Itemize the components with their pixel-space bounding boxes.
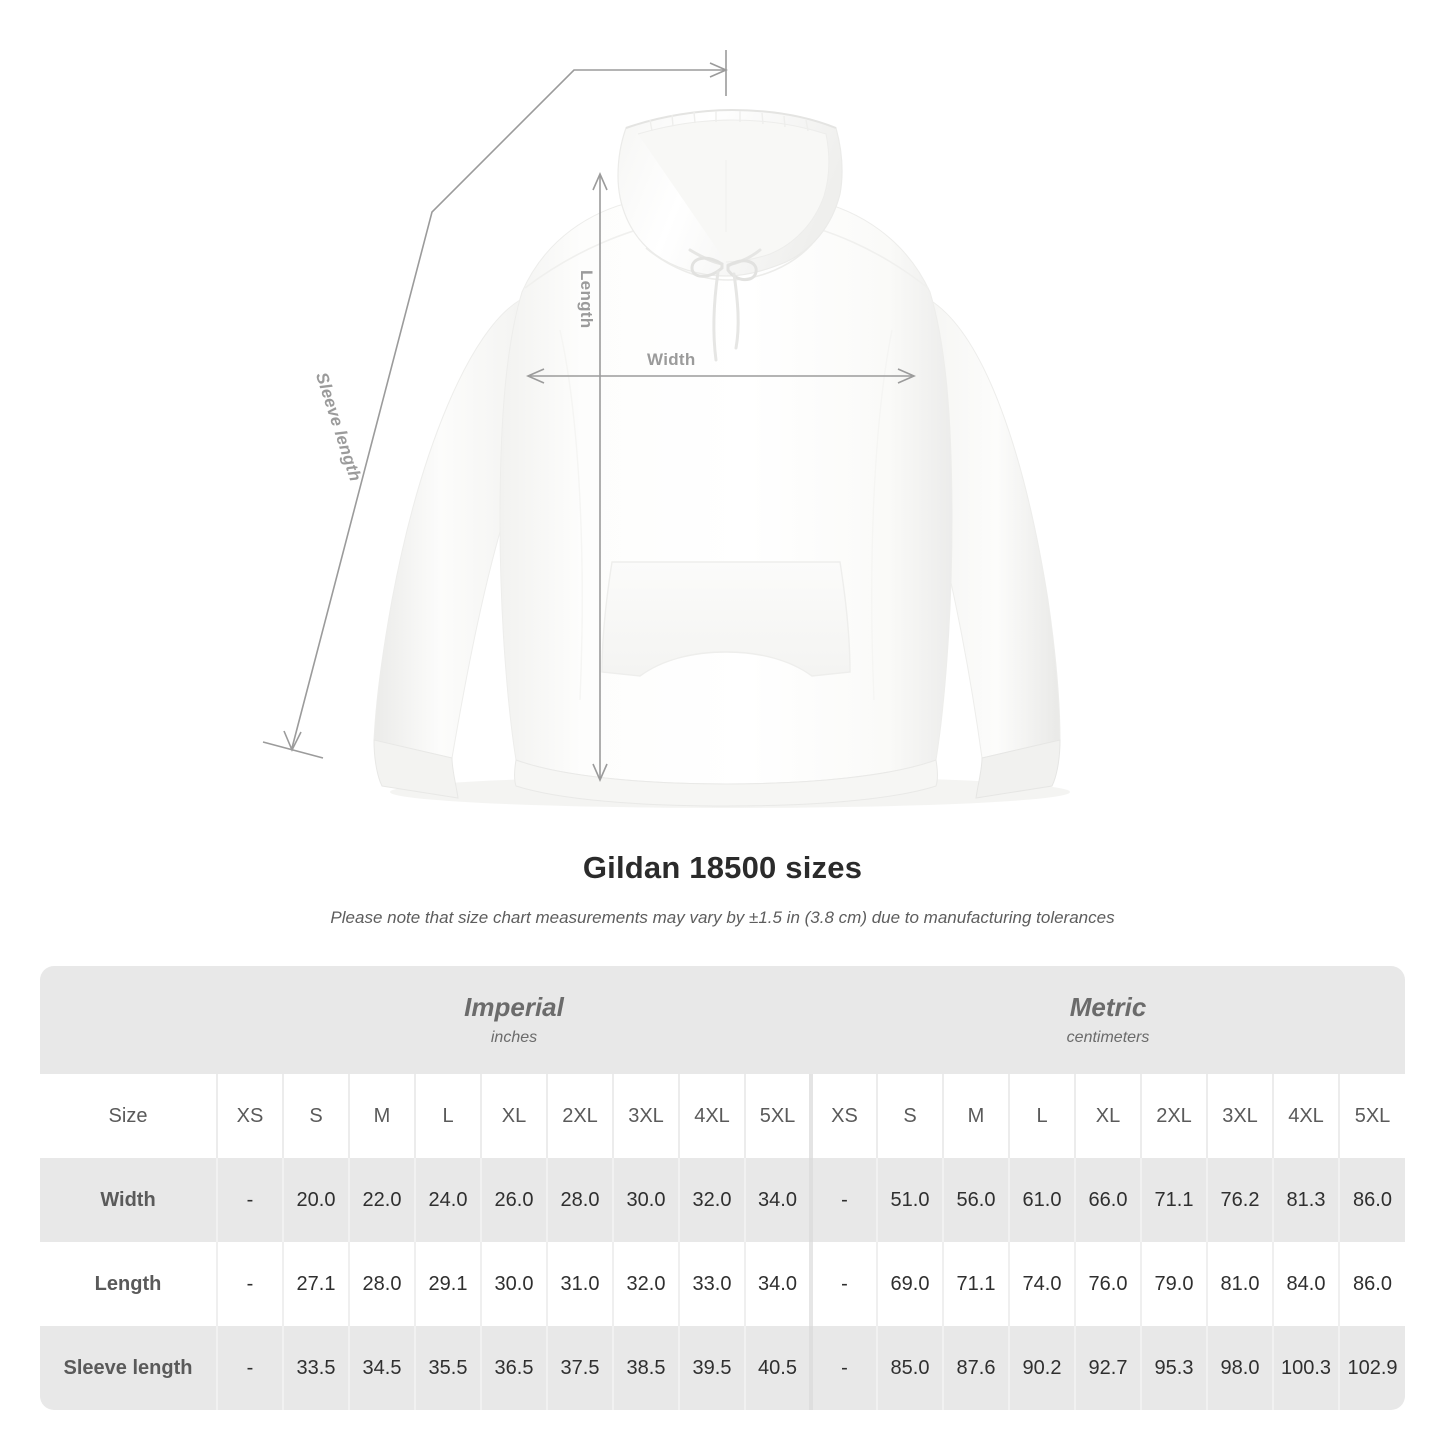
- cell-width-metric-m: 56.0: [942, 1158, 1010, 1242]
- cell-sleeve-imperial-l: 35.5: [414, 1326, 481, 1410]
- cell-length-imperial-5xl: 34.0: [743, 1242, 812, 1326]
- cell-width-metric-s: 51.0: [876, 1158, 944, 1242]
- cell-width-imperial-m: 22.0: [348, 1158, 415, 1242]
- garment-diagram: Length Width Sleeve length: [262, 50, 1070, 808]
- cell-sleeve-imperial-s: 33.5: [282, 1326, 349, 1410]
- length-label: Length: [577, 270, 596, 329]
- cell-sleeve-imperial-xl: 36.5: [480, 1326, 547, 1410]
- cell-length-imperial-s: 27.1: [282, 1242, 349, 1326]
- size-header-imperial-4xl: 4XL: [678, 1074, 745, 1158]
- row-label-width: Width: [40, 1158, 217, 1242]
- sleeve-line: [291, 69, 724, 749]
- cell-sleeve-metric-2xl: 95.3: [1140, 1326, 1208, 1410]
- size-header-metric-s: S: [876, 1074, 944, 1158]
- cell-length-imperial-2xl: 31.0: [546, 1242, 613, 1326]
- cell-width-metric-5xl: 86.0: [1338, 1158, 1406, 1242]
- size-header-imperial-3xl: 3XL: [612, 1074, 679, 1158]
- size-header-row: Size XS S M L XL 2XL 3XL 4XL 5XL XS S M …: [40, 1074, 1406, 1158]
- size-header-metric-5xl: 5XL: [1338, 1074, 1406, 1158]
- size-header-imperial-2xl: 2XL: [546, 1074, 613, 1158]
- size-header-metric-xl: XL: [1074, 1074, 1142, 1158]
- size-header-imperial-s: S: [282, 1074, 349, 1158]
- cell-width-metric-xs: -: [809, 1158, 878, 1242]
- row-label-sleeve-length: Sleeve length: [40, 1326, 217, 1410]
- cell-width-imperial-5xl: 34.0: [743, 1158, 812, 1242]
- cell-sleeve-metric-s: 85.0: [876, 1326, 944, 1410]
- width-label: Width: [647, 350, 696, 369]
- cell-sleeve-imperial-m: 34.5: [348, 1326, 415, 1410]
- cell-width-imperial-s: 20.0: [282, 1158, 349, 1242]
- group-name-metric: Metric: [1069, 991, 1147, 1022]
- size-header-label: Size: [40, 1074, 217, 1158]
- table-row-width: Width - 20.0 22.0 24.0 26.0 28.0 30.0 32…: [40, 1158, 1406, 1242]
- cell-length-metric-2xl: 79.0: [1140, 1242, 1208, 1326]
- row-label-length: Length: [40, 1242, 217, 1326]
- size-chart-table: Imperial inches Metric centimeters Size …: [40, 966, 1406, 1410]
- size-header-metric-xs: XS: [809, 1074, 878, 1158]
- cell-width-metric-xl: 66.0: [1074, 1158, 1142, 1242]
- size-header-metric-m: M: [942, 1074, 1010, 1158]
- group-header-metric: Metric centimeters: [811, 966, 1406, 1074]
- cell-length-imperial-xl: 30.0: [480, 1242, 547, 1326]
- size-header-metric-4xl: 4XL: [1272, 1074, 1340, 1158]
- cell-length-metric-l: 74.0: [1008, 1242, 1076, 1326]
- group-name-imperial: Imperial: [464, 991, 564, 1022]
- size-table-wrapper: Imperial inches Metric centimeters Size …: [40, 966, 1406, 1410]
- size-header-imperial-l: L: [414, 1074, 481, 1158]
- cell-sleeve-imperial-2xl: 37.5: [546, 1326, 613, 1410]
- group-unit-imperial: inches: [490, 1029, 538, 1047]
- size-header-metric-2xl: 2XL: [1140, 1074, 1208, 1158]
- size-header-imperial-m: M: [348, 1074, 415, 1158]
- cell-width-metric-l: 61.0: [1008, 1158, 1076, 1242]
- cell-width-imperial-2xl: 28.0: [546, 1158, 613, 1242]
- cell-sleeve-imperial-5xl: 40.5: [743, 1326, 812, 1410]
- cell-sleeve-metric-xs: -: [809, 1326, 878, 1410]
- cell-sleeve-imperial-3xl: 38.5: [612, 1326, 679, 1410]
- title-block: Gildan 18500 sizes Please note that size…: [0, 840, 1445, 928]
- cell-length-imperial-l: 29.1: [414, 1242, 481, 1326]
- cell-sleeve-metric-3xl: 98.0: [1206, 1326, 1274, 1410]
- cell-length-metric-4xl: 84.0: [1272, 1242, 1340, 1326]
- cell-width-metric-2xl: 71.1: [1140, 1158, 1208, 1242]
- cell-width-imperial-3xl: 30.0: [612, 1158, 679, 1242]
- cell-length-imperial-4xl: 33.0: [678, 1242, 745, 1326]
- cell-width-metric-3xl: 76.2: [1206, 1158, 1274, 1242]
- cell-length-imperial-xs: -: [216, 1242, 283, 1326]
- cell-sleeve-metric-l: 90.2: [1008, 1326, 1076, 1410]
- hoodie-illustration: [262, 50, 1070, 808]
- size-header-imperial-xl: XL: [480, 1074, 547, 1158]
- cell-sleeve-imperial-xs: -: [216, 1326, 283, 1410]
- cell-sleeve-metric-5xl: 102.9: [1338, 1326, 1406, 1410]
- tolerance-note: Please note that size chart measurements…: [330, 908, 1115, 927]
- cell-width-metric-4xl: 81.3: [1272, 1158, 1340, 1242]
- group-band-spacer: [40, 966, 217, 1074]
- size-header-imperial-xs: XS: [216, 1074, 283, 1158]
- table-row-sleeve-length: Sleeve length - 33.5 34.5 35.5 36.5 37.5…: [40, 1326, 1406, 1410]
- cell-width-imperial-l: 24.0: [414, 1158, 481, 1242]
- cell-length-metric-m: 71.1: [942, 1242, 1010, 1326]
- cell-length-metric-3xl: 81.0: [1206, 1242, 1274, 1326]
- cell-width-imperial-4xl: 32.0: [678, 1158, 745, 1242]
- cell-sleeve-metric-4xl: 100.3: [1272, 1326, 1340, 1410]
- cell-length-imperial-3xl: 32.0: [612, 1242, 679, 1326]
- table-row-length: Length - 27.1 28.0 29.1 30.0 31.0 32.0 3…: [40, 1242, 1406, 1326]
- cell-length-imperial-m: 28.0: [348, 1242, 415, 1326]
- unit-group-header-row: Imperial inches Metric centimeters: [40, 966, 1406, 1074]
- group-unit-metric: centimeters: [1066, 1029, 1150, 1047]
- cell-width-imperial-xs: -: [216, 1158, 283, 1242]
- size-header-imperial-5xl: 5XL: [743, 1074, 812, 1158]
- cell-sleeve-metric-m: 87.6: [942, 1326, 1010, 1410]
- cell-sleeve-imperial-4xl: 39.5: [678, 1326, 745, 1410]
- cell-length-metric-5xl: 86.0: [1338, 1242, 1406, 1326]
- cell-length-metric-s: 69.0: [876, 1242, 944, 1326]
- cell-length-metric-xs: -: [809, 1242, 878, 1326]
- cell-sleeve-metric-xl: 92.7: [1074, 1326, 1142, 1410]
- size-header-metric-3xl: 3XL: [1206, 1074, 1274, 1158]
- group-header-imperial: Imperial inches: [217, 966, 812, 1074]
- page-title: Gildan 18500 sizes: [582, 850, 863, 885]
- size-header-metric-l: L: [1008, 1074, 1076, 1158]
- cell-length-metric-xl: 76.0: [1074, 1242, 1142, 1326]
- cell-width-imperial-xl: 26.0: [480, 1158, 547, 1242]
